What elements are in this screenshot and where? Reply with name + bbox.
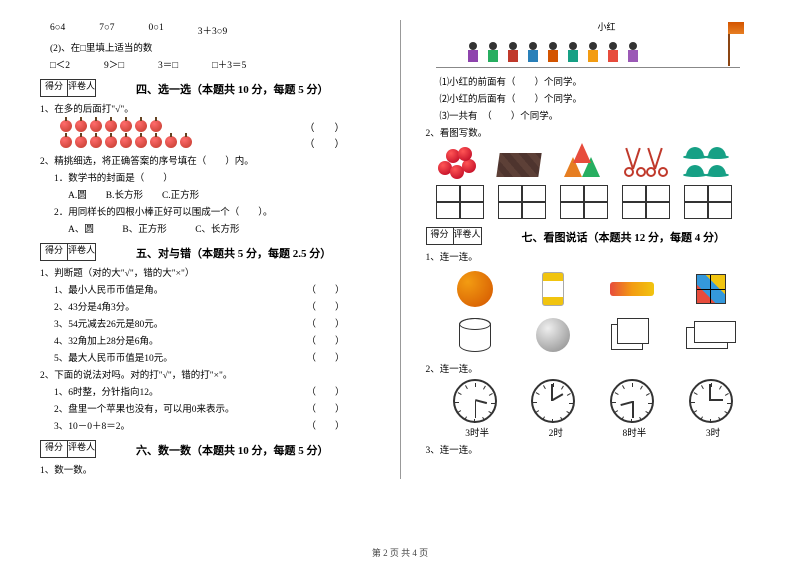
clock-labels: 3时半 2时 8时半 3时 <box>436 425 751 439</box>
score-box-4: 得分 评卷人 四、选一选（本题共 10 分，每题 5 分） <box>40 79 375 97</box>
fill-instruction: (2)、在□里填上适当的数 <box>50 40 375 54</box>
judge-item: 1、6时整，分针指向12。（ ） <box>54 384 375 398</box>
hats-icon <box>684 143 732 181</box>
right-column: 小红 ⑴小红的前面有（ ）个同学。 ⑵小红的后面有（ ）个同学。 ⑶一共有 （ … <box>426 20 761 479</box>
score-box-7: 得分 评卷人 七、看图说话（本题共 12 分，每题 4 分） <box>426 227 761 245</box>
section-6-title: 六、数一数（本题共 10 分，每题 5 分） <box>136 442 329 458</box>
answer-grids <box>436 185 761 219</box>
score-box-5: 得分 评卷人 五、对与错（本题共 5 分，每题 2.5 分） <box>40 243 375 261</box>
judge-item: 3、54元减去26元是80元。（ ） <box>54 316 375 330</box>
cube-icon <box>606 315 658 355</box>
judge-item: 1、最小人民币币值是角。（ ） <box>54 282 375 296</box>
clock-icon <box>689 379 733 423</box>
r-q2: 2、看图写数。 <box>426 125 761 139</box>
sphere-icon <box>527 315 579 355</box>
clocks-row <box>436 379 751 423</box>
judge-item: 2、盘里一个苹果也没有，可以用0来表示。（ ） <box>54 401 375 415</box>
left-column: 6○4 7○7 0○1 3＋3○9 (2)、在□里填上适当的数 □＜2 9＞□ … <box>40 20 375 479</box>
cones-icon <box>560 143 608 181</box>
basketball-icon <box>449 269 501 309</box>
compare-row1: 6○4 7○7 0○1 3＋3○9 <box>50 23 375 37</box>
s6-q1: 1、数一数。 <box>40 462 375 476</box>
rubik-icon <box>685 269 737 309</box>
kids-illustration: 小红 <box>426 20 761 70</box>
real-objects-row <box>436 269 751 309</box>
cherries-icon <box>436 143 484 181</box>
chocolate-icon <box>498 143 546 181</box>
clock-icon <box>610 379 654 423</box>
page-footer: 第 2 页 共 4 页 <box>0 546 800 559</box>
judge-item: 3、10－0＋8＝2。（ ） <box>54 418 375 432</box>
s4-q1: 1、在多的后面打"√"。 <box>40 101 375 115</box>
column-divider <box>400 20 401 479</box>
judge-item: 2、43分是4角3分。（ ） <box>54 299 375 313</box>
clock-icon <box>531 379 575 423</box>
cuboid-icon <box>685 315 737 355</box>
score-box-6: 得分 评卷人 六、数一数（本题共 10 分，每题 5 分） <box>40 440 375 458</box>
apple-row-1 <box>60 120 162 132</box>
s7-q3: 3、连一连。 <box>426 442 761 456</box>
xiaohong-label: 小红 <box>598 20 616 33</box>
apple-row-2 <box>60 136 192 148</box>
judge-item: 4、32角加上28分是6角。（ ） <box>54 333 375 347</box>
can-icon <box>527 269 579 309</box>
geometry-row <box>436 315 751 355</box>
clock-icon <box>453 379 497 423</box>
s5-q1: 1、判断题（对的大"√"，错的大"×"） <box>40 265 375 279</box>
section-7-title: 七、看图说话（本题共 12 分，每题 4 分） <box>522 229 726 245</box>
scissors-icon <box>622 143 670 181</box>
section-5-title: 五、对与错（本题共 5 分，每题 2.5 分） <box>136 245 331 261</box>
objects-row <box>436 143 761 181</box>
s4-q2: 2、精挑细选，将正确答案的序号填在（ ）内。 <box>40 153 375 167</box>
cylinder-icon <box>449 315 501 355</box>
fill-row: □＜2 9＞□ 3＝□ □＋3＝5 <box>50 57 375 71</box>
s7-q2: 2、连一连。 <box>426 361 761 375</box>
section-4-title: 四、选一选（本题共 10 分，每题 5 分） <box>136 81 329 97</box>
cracker-icon <box>606 269 658 309</box>
s5-q2: 2、下面的说法对吗。对的打"√"，错的打"×"。 <box>40 367 375 381</box>
judge-item: 5、最大人民币币值是10元。（ ） <box>54 350 375 364</box>
s7-q1: 1、连一连。 <box>426 249 761 263</box>
